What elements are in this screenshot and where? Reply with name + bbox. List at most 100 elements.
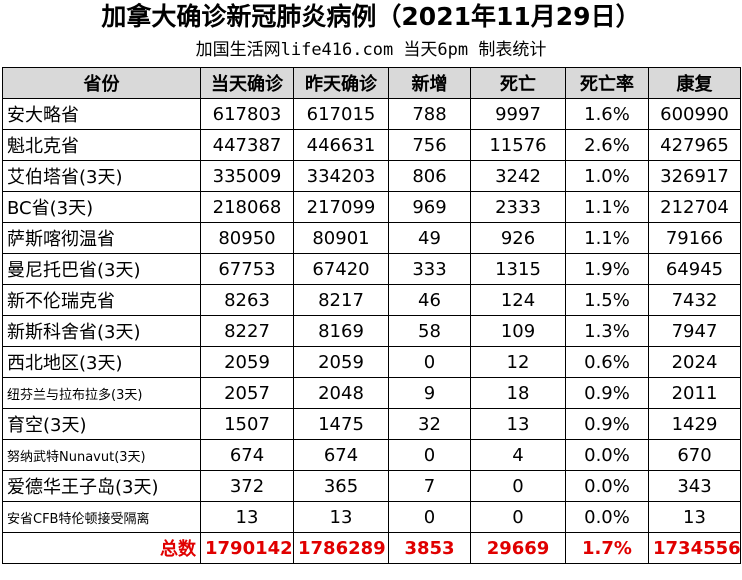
table-cell: 124 (470, 284, 566, 316)
table-cell: 1.0% (565, 160, 649, 192)
table-row: 萨斯喀彻温省 80950 80901 49 926 1.1% 79166 (2, 222, 741, 254)
table-cell: 1475 (293, 408, 389, 440)
table-cell: 安省CFB特伦顿接受隔离 (2, 501, 201, 533)
table-cell: 617015 (293, 98, 389, 130)
column-header: 康复 (648, 67, 741, 99)
table-cell: 安大略省 (2, 98, 201, 130)
table-cell: 926 (470, 222, 566, 254)
table-cell: 0.6% (565, 346, 649, 378)
subtitle: 加国生活网life416.com 当天6pm 制表统计 (195, 40, 547, 60)
title: 加拿大确诊新冠肺炎病例（2021年11月29日） (101, 2, 641, 31)
table-cell: 0 (388, 439, 471, 471)
table-cell: 2059 (293, 346, 389, 378)
table-cell: 13 (200, 501, 294, 533)
table-cell: 617803 (200, 98, 294, 130)
table-cell: 49 (388, 222, 471, 254)
table-cell: 7432 (648, 284, 741, 316)
table-row: 爱德华王子岛(3天) 372 365 7 0 0.0% 343 (2, 470, 741, 502)
table-cell: 2011 (648, 377, 741, 409)
total-row: 总数 1790142 1786289 3853 29669 1.7% 1734556 (2, 532, 741, 564)
table-cell: 333 (388, 253, 471, 285)
table-cell: 3242 (470, 160, 566, 192)
table-cell: 67753 (200, 253, 294, 285)
table-cell: 新斯科舍省(3天) (2, 315, 201, 347)
table-row: 安大略省 617803 617015 788 9997 1.6% 600990 (2, 98, 741, 130)
table-cell: 0.0% (565, 439, 649, 471)
table-cell: 12 (470, 346, 566, 378)
table-cell: 58 (388, 315, 471, 347)
table-cell: 1.1% (565, 191, 649, 223)
column-header: 死亡 (470, 67, 566, 99)
table-cell: 0 (470, 470, 566, 502)
table-row: 新不伦瑞克省 8263 8217 46 124 1.5% 7432 (2, 284, 741, 316)
table-cell: 969 (388, 191, 471, 223)
table-cell: 1.9% (565, 253, 649, 285)
table-cell: 1.1% (565, 222, 649, 254)
table-cell: 曼尼托巴省(3天) (2, 253, 201, 285)
table-row: 新斯科舍省(3天) 8227 8169 58 109 1.3% 7947 (2, 315, 741, 347)
table-cell: 1.3% (565, 315, 649, 347)
table-cell: 0 (470, 501, 566, 533)
table-cell: 9 (388, 377, 471, 409)
table-cell: 80950 (200, 222, 294, 254)
total-cell: 总数 (2, 532, 201, 564)
table-cell: 67420 (293, 253, 389, 285)
table-row: BC省(3天) 218068 217099 969 2333 1.1% 212704 (2, 191, 741, 223)
total-cell: 1790142 (200, 532, 294, 564)
table-row: 育空(3天) 1507 1475 32 13 0.9% 1429 (2, 408, 741, 440)
table-cell: 9997 (470, 98, 566, 130)
table-cell: 1315 (470, 253, 566, 285)
table-cell: 80901 (293, 222, 389, 254)
table-cell: 艾伯塔省(3天) (2, 160, 201, 192)
table-cell: 343 (648, 470, 741, 502)
column-header: 死亡率 (565, 67, 649, 99)
table-cell: 新不伦瑞克省 (2, 284, 201, 316)
column-header: 新增 (388, 67, 471, 99)
table-cell: 7 (388, 470, 471, 502)
table-cell: 64945 (648, 253, 741, 285)
table-cell: 2.6% (565, 129, 649, 161)
table-cell: 446631 (293, 129, 389, 161)
table-cell: 32 (388, 408, 471, 440)
column-header: 省份 (2, 67, 201, 99)
table-cell: 0 (388, 346, 471, 378)
table-cell: 0.9% (565, 377, 649, 409)
table-cell: 2048 (293, 377, 389, 409)
table-cell: 8169 (293, 315, 389, 347)
table-cell: 4 (470, 439, 566, 471)
table-cell: 2059 (200, 346, 294, 378)
table-cell: 13 (648, 501, 741, 533)
column-header: 当天确诊 (200, 67, 294, 99)
table-cell: 2024 (648, 346, 741, 378)
table-cell: 2057 (200, 377, 294, 409)
table-row: 纽芬兰与拉布拉多(3天) 2057 2048 9 18 0.9% 2011 (2, 377, 741, 409)
table-cell: 萨斯喀彻温省 (2, 222, 201, 254)
table-cell: 西北地区(3天) (2, 346, 201, 378)
table-cell: 0.0% (565, 470, 649, 502)
total-cell: 1734556 (648, 532, 741, 564)
table-cell: 0 (388, 501, 471, 533)
table-cell: 纽芬兰与拉布拉多(3天) (2, 377, 201, 409)
table-row: 安省CFB特伦顿接受隔离 13 13 0 0 0.0% 13 (2, 501, 741, 533)
table-cell: 427965 (648, 129, 741, 161)
table-cell: 努纳武特Nunavut(3天) (2, 439, 201, 471)
table-cell: 326917 (648, 160, 741, 192)
table-cell: 0.9% (565, 408, 649, 440)
table-cell: 372 (200, 470, 294, 502)
table-cell: 8263 (200, 284, 294, 316)
table-cell: 335009 (200, 160, 294, 192)
table-cell: 18 (470, 377, 566, 409)
table-cell: 育空(3天) (2, 408, 201, 440)
table-cell: 217099 (293, 191, 389, 223)
table-cell: 爱德华王子岛(3天) (2, 470, 201, 502)
table-cell: 8217 (293, 284, 389, 316)
table-cell: 756 (388, 129, 471, 161)
table-cell: 8227 (200, 315, 294, 347)
table: 省份 当天确诊 昨天确诊 新增 死亡 死亡率 康复 安大略省 617803 617015 788 9… (2, 67, 741, 564)
total-cell: 29669 (470, 532, 566, 564)
table-cell: 2333 (470, 191, 566, 223)
table-cell: 365 (293, 470, 389, 502)
table-cell: 674 (200, 439, 294, 471)
table-row: 努纳武特Nunavut(3天) 674 674 0 4 0.0% 670 (2, 439, 741, 471)
